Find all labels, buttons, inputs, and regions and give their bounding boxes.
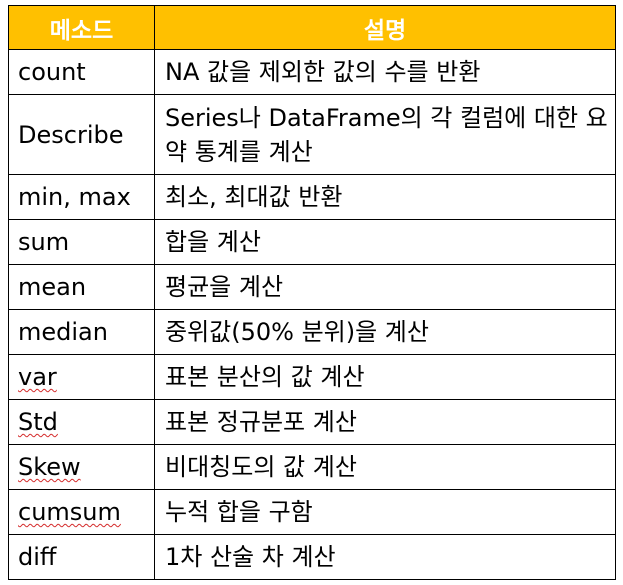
description-cell: 중위값(50% 분위)을 계산 (154, 309, 616, 355)
table-row: diff 1차 산술 차 계산 (8, 534, 616, 580)
method-cell: Describe (8, 94, 155, 175)
method-cell: median (8, 309, 155, 355)
table-row: Skew 비대칭도의 값 계산 (8, 444, 616, 490)
description-cell: 누적 합을 구함 (154, 489, 616, 535)
method-cell: cumsum (8, 489, 155, 535)
table-row: min, max 최소, 최대값 반환 (8, 174, 616, 220)
methods-table: 메소드 설명 count NA 값을 제외한 값의 수를 반환 Describe… (8, 5, 616, 580)
description-cell: NA 값을 제외한 값의 수를 반환 (154, 49, 616, 95)
description-cell: Series나 DataFrame의 각 컬럼에 대한 요약 통계를 계산 (154, 94, 616, 175)
description-cell: 표본 분산의 값 계산 (154, 354, 616, 400)
method-cell: count (8, 49, 155, 95)
description-cell: 1차 산술 차 계산 (154, 534, 616, 580)
method-cell: var (8, 354, 155, 400)
method-cell: diff (8, 534, 155, 580)
description-cell: 최소, 최대값 반환 (154, 174, 616, 220)
description-cell: 합을 계산 (154, 219, 616, 265)
description-cell: 표본 정규분포 계산 (154, 399, 616, 445)
method-cell: min, max (8, 174, 155, 220)
table-row: Std 표본 정규분포 계산 (8, 399, 616, 445)
table-row: Describe Series나 DataFrame의 각 컬럼에 대한 요약 … (8, 94, 616, 175)
table-row: mean 평균을 계산 (8, 264, 616, 310)
table-row: median 중위값(50% 분위)을 계산 (8, 309, 616, 355)
header-method: 메소드 (8, 5, 155, 50)
table-row: sum 합을 계산 (8, 219, 616, 265)
description-cell: 비대칭도의 값 계산 (154, 444, 616, 490)
table-row: var 표본 분산의 값 계산 (8, 354, 616, 400)
table-header-row: 메소드 설명 (8, 5, 616, 50)
method-cell: mean (8, 264, 155, 310)
table-row: count NA 값을 제외한 값의 수를 반환 (8, 49, 616, 95)
table-row: cumsum 누적 합을 구함 (8, 489, 616, 535)
description-cell: 평균을 계산 (154, 264, 616, 310)
method-cell: Std (8, 399, 155, 445)
header-description: 설명 (154, 5, 616, 50)
method-cell: sum (8, 219, 155, 265)
method-cell: Skew (8, 444, 155, 490)
